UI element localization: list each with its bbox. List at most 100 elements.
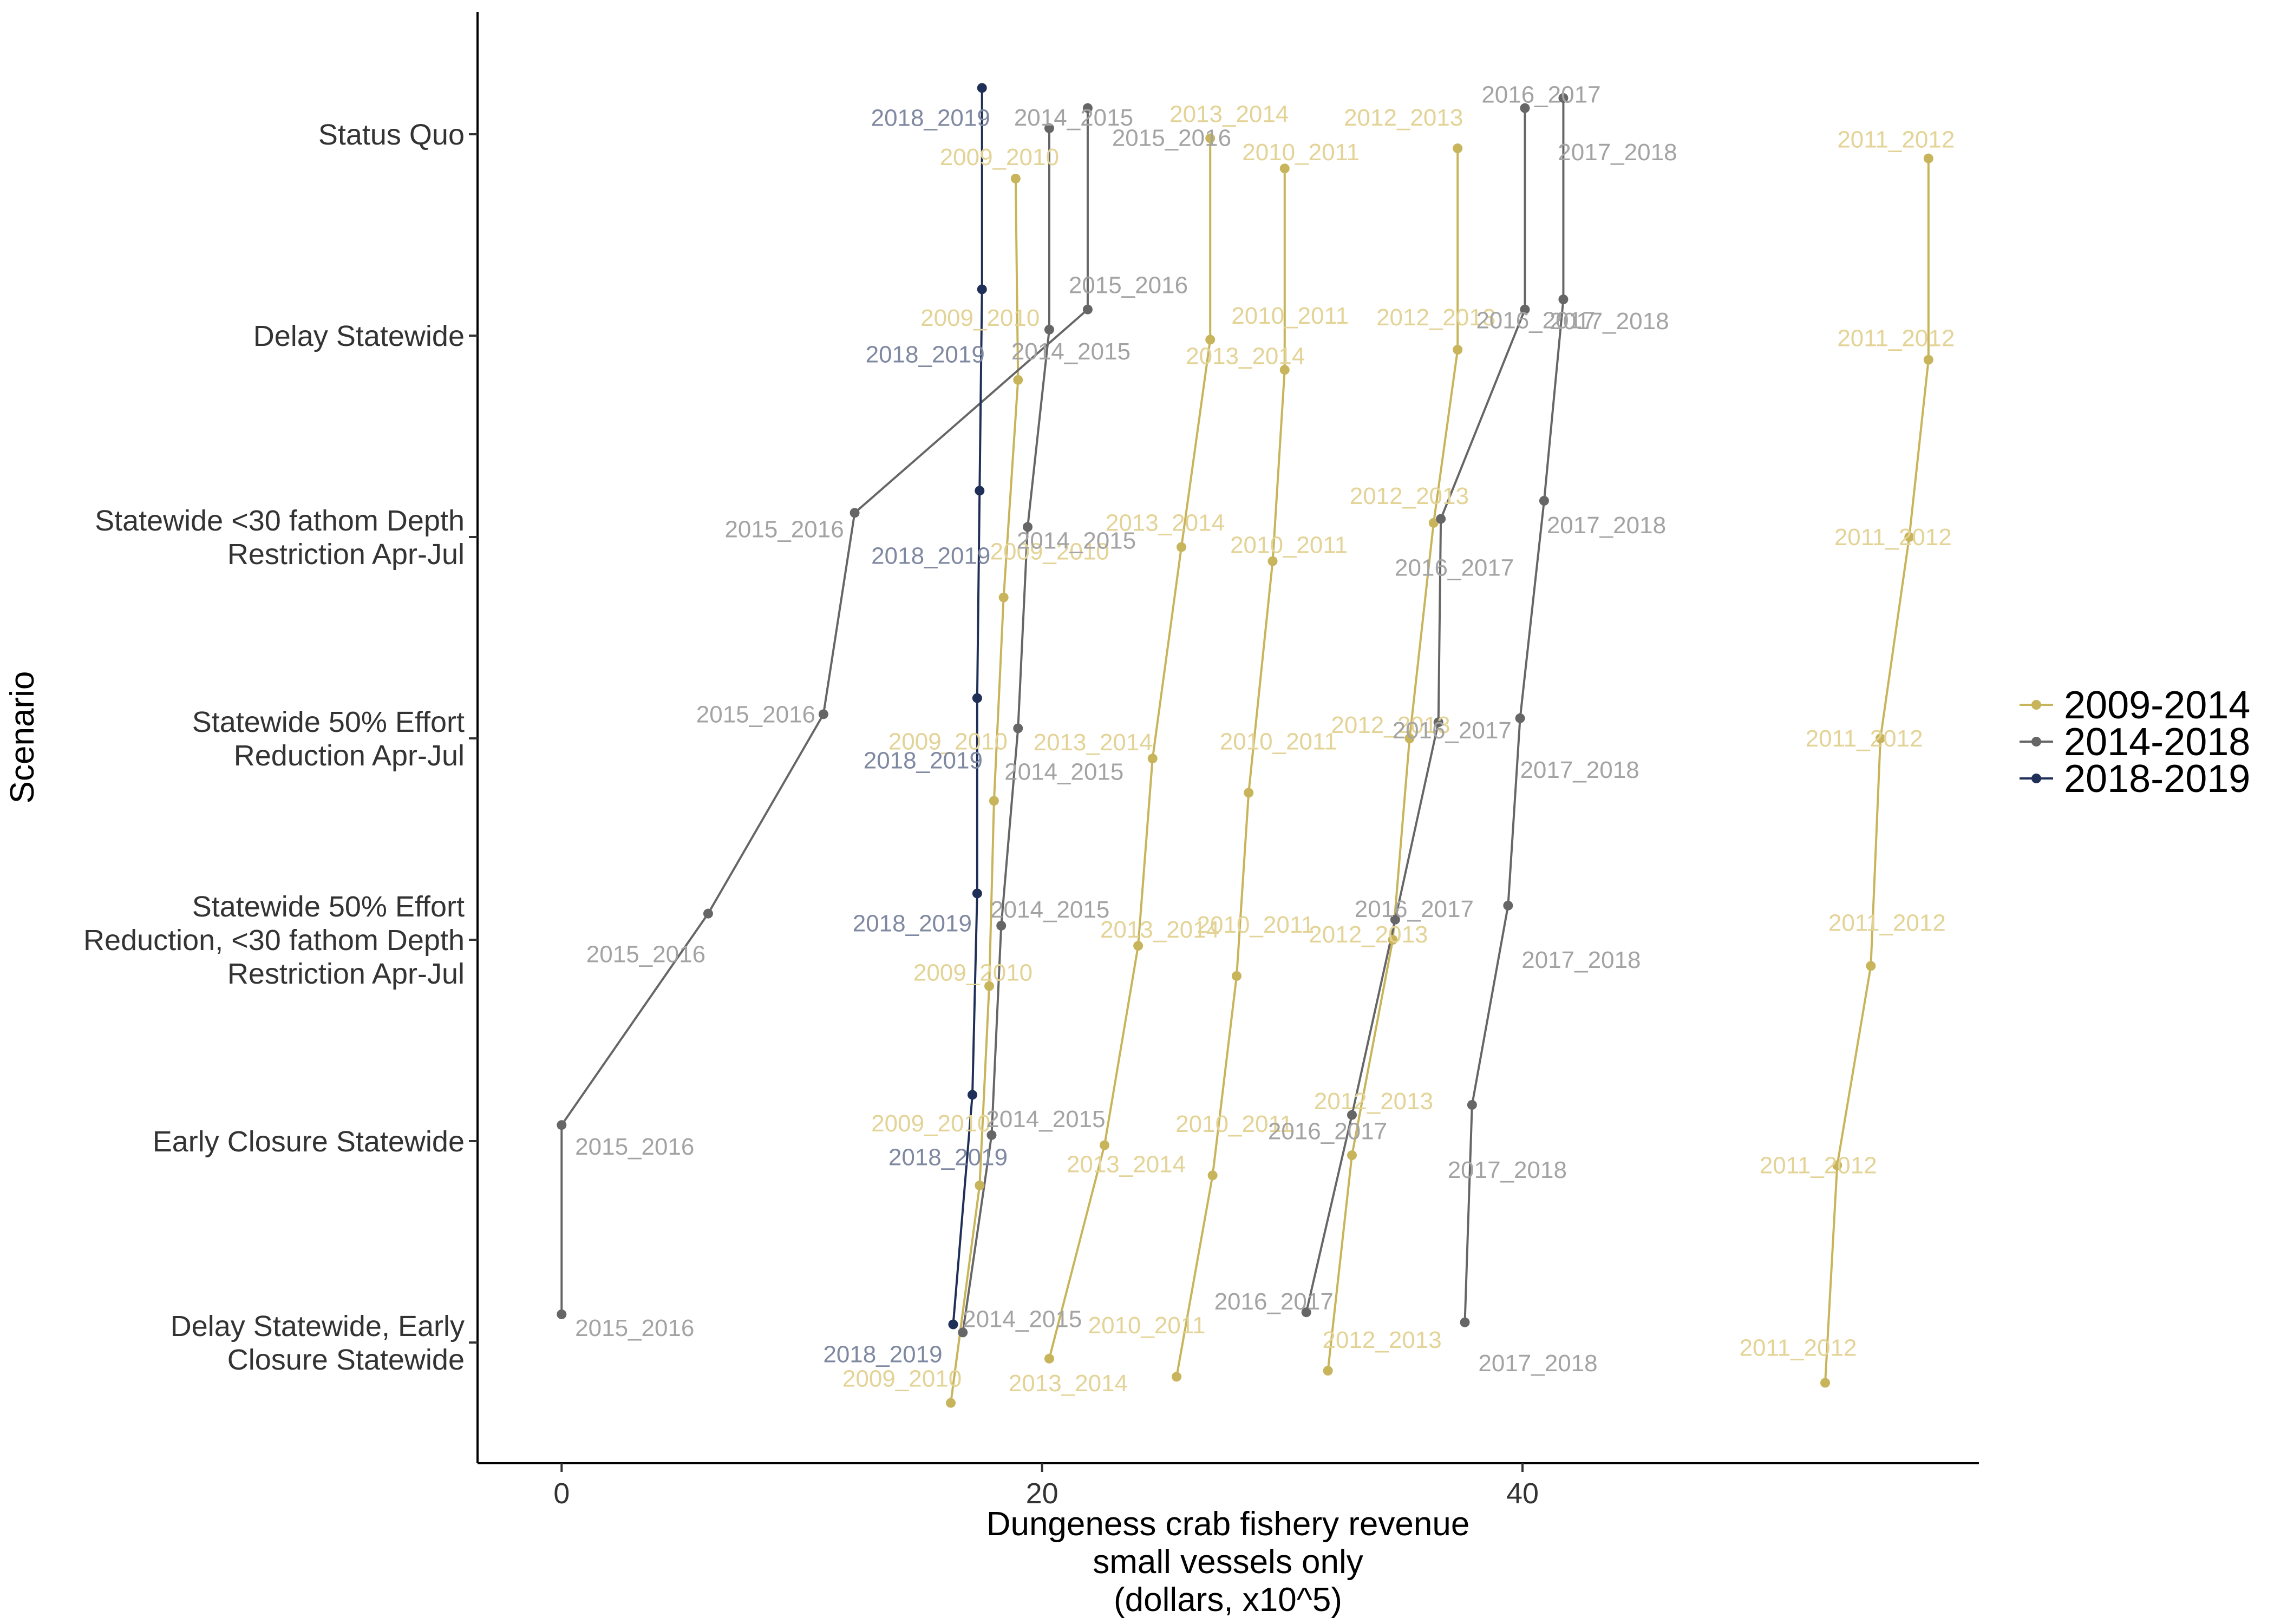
data-point-2010_2011: [1279, 365, 1290, 375]
point-label-2015_2016: 2015_2016: [575, 1134, 694, 1160]
data-point-2011_2012: [1904, 532, 1914, 542]
data-point-2018_2019: [975, 486, 985, 496]
point-label-2012_2013: 2012_2013: [1344, 104, 1463, 131]
data-point-2015_2016: [818, 709, 828, 719]
point-label-2011_2012: 2011_2012: [1828, 909, 1946, 936]
point-label-2009_2010: 2009_2010: [888, 728, 1008, 755]
data-point-2014_2015: [958, 1327, 968, 1338]
point-label-2012_2013: 2012_2013: [1314, 1088, 1433, 1115]
data-point-2011_2012: [1876, 734, 1886, 743]
data-point-2015_2016: [850, 508, 860, 518]
point-label-2011_2012: 2011_2012: [1760, 1152, 1877, 1179]
point-label-2010_2011: 2010_2011: [1231, 303, 1349, 329]
data-point-2013_2014: [1133, 941, 1143, 951]
point-label-2010_2011: 2010_2011: [1197, 912, 1315, 938]
data-point-2010_2011: [1172, 1372, 1182, 1382]
point-labels: 2009_2010 2009_2010 2009_2010 2009_2010 2009…: [575, 82, 1955, 1397]
point-label-2011_2012: 2011_2012: [1834, 524, 1952, 551]
point-label-2016_2017: 2016_2017: [1214, 1288, 1334, 1315]
x-tick-label: 40: [1506, 1477, 1539, 1510]
point-label-2017_2018: 2017_2018: [1550, 308, 1669, 335]
legend-label: 2009-2014: [2064, 684, 2250, 727]
data-point-2016_2017: [1301, 1307, 1311, 1318]
legend-item-2018-2019: 2018-2019: [2020, 757, 2250, 801]
point-label-2018_2019: 2018_2019: [853, 910, 972, 937]
data-point-2011_2012: [1923, 153, 1933, 163]
point-label-2013_2014: 2013_2014: [1067, 1151, 1186, 1177]
point-label-2009_2010: 2009_2010: [913, 960, 1033, 986]
data-point-2012_2013: [1347, 1150, 1357, 1161]
data-point-2013_2014: [1205, 335, 1216, 345]
point-label-2010_2011: 2010_2011: [1242, 139, 1360, 166]
legend-item-2014-2018: 2014-2018: [2020, 721, 2250, 764]
point-label-2011_2012: 2011_2012: [1740, 1334, 1857, 1361]
data-point-2015_2016: [557, 1120, 567, 1130]
y-tick-label: Early Closure Statewide: [153, 1125, 465, 1158]
data-point-2017_2018: [1503, 900, 1513, 911]
legend-swatch-point: [2031, 774, 2041, 783]
point-label-2014_2015: 2014_2015: [986, 1106, 1105, 1132]
data-point-2016_2017: [1390, 914, 1400, 925]
series-line-2018_2019: [952, 88, 983, 1325]
point-label-2012_2013: 2012_2013: [1309, 921, 1428, 948]
data-point-2010_2011: [1279, 163, 1290, 174]
data-point-2016_2017: [1433, 717, 1443, 728]
data-point-2013_2014: [1205, 133, 1216, 143]
data-point-2017_2018: [1558, 294, 1569, 305]
point-label-2017_2018: 2017_2018: [1547, 512, 1666, 539]
point-label-2015_2016: 2015_2016: [696, 701, 815, 728]
point-label-2018_2019: 2018_2019: [871, 542, 990, 569]
data-point-2015_2016: [703, 908, 713, 919]
point-label-2013_2014: 2013_2014: [1009, 1370, 1128, 1397]
data-point-2014_2015: [1013, 723, 1023, 734]
point-label-2010_2011: 2010_2011: [1220, 728, 1337, 755]
data-point-2009_2010: [946, 1398, 956, 1408]
x-tick-label: 0: [553, 1477, 570, 1510]
y-tick-label: Status Quo: [318, 119, 465, 151]
series-line-2017_2018: [1463, 98, 1565, 1322]
x-axis-title-line: (dollars, x10^5): [1114, 1581, 1342, 1619]
point-label-2018_2019: 2018_2019: [888, 1144, 1008, 1170]
y-tick-label: Restriction Apr-Jul: [227, 958, 465, 990]
point-label-2018_2019: 2018_2019: [864, 748, 983, 774]
x-tick-label: 20: [1026, 1477, 1058, 1510]
data-point-2009_2010: [1010, 173, 1021, 184]
data-point-2013_2014: [1176, 542, 1186, 552]
point-label-2018_2019: 2018_2019: [871, 104, 990, 131]
y-tick-label: Reduction, <30 fathom Depth: [83, 924, 465, 957]
data-point-2009_2010: [998, 592, 1009, 603]
data-point-2018_2019: [977, 83, 987, 93]
point-label-2013_2014: 2013_2014: [1100, 916, 1219, 943]
point-label-2009_2010: 2009_2010: [842, 1366, 962, 1392]
data-point-2010_2011: [1207, 1170, 1218, 1181]
data-point-2014_2015: [1044, 324, 1054, 335]
point-label-2017_2018: 2017_2018: [1448, 1157, 1567, 1183]
point-label-2012_2013: 2012_2013: [1376, 304, 1495, 331]
legend-item-2009-2014: 2009-2014: [2020, 684, 2250, 727]
y-tick-label: Statewide 50% Effort: [192, 890, 465, 923]
y-axis-title: Scenario: [4, 671, 41, 804]
point-label-2016_2017: 2016_2017: [1355, 896, 1474, 922]
point-label-2015_2016: 2015_2016: [575, 1315, 694, 1341]
data-point-2013_2014: [1100, 1140, 1110, 1150]
data-point-2011_2012: [1866, 961, 1876, 971]
series-line-2012_2013: [1327, 148, 1459, 1371]
data-point-2014_2015: [996, 920, 1007, 931]
data-point-2013_2014: [1044, 1353, 1054, 1364]
data-point-2009_2010: [1013, 375, 1023, 385]
data-point-2011_2012: [1820, 1378, 1831, 1388]
point-label-2018_2019: 2018_2019: [823, 1341, 942, 1368]
data-point-2018_2019: [977, 284, 987, 294]
data-point-2016_2017: [1520, 103, 1530, 113]
data-point-2013_2014: [1147, 754, 1158, 764]
point-label-2009_2010: 2009_2010: [920, 305, 1040, 331]
data-point-2012_2013: [1453, 143, 1463, 154]
data-point-2014_2015: [986, 1130, 997, 1140]
point-label-2014_2015: 2014_2015: [963, 1306, 1082, 1332]
data-point-2016_2017: [1436, 514, 1446, 524]
data-point-2011_2012: [1832, 1160, 1842, 1170]
point-label-2013_2014: 2013_2014: [1186, 343, 1305, 369]
data-point-2012_2013: [1453, 345, 1463, 355]
